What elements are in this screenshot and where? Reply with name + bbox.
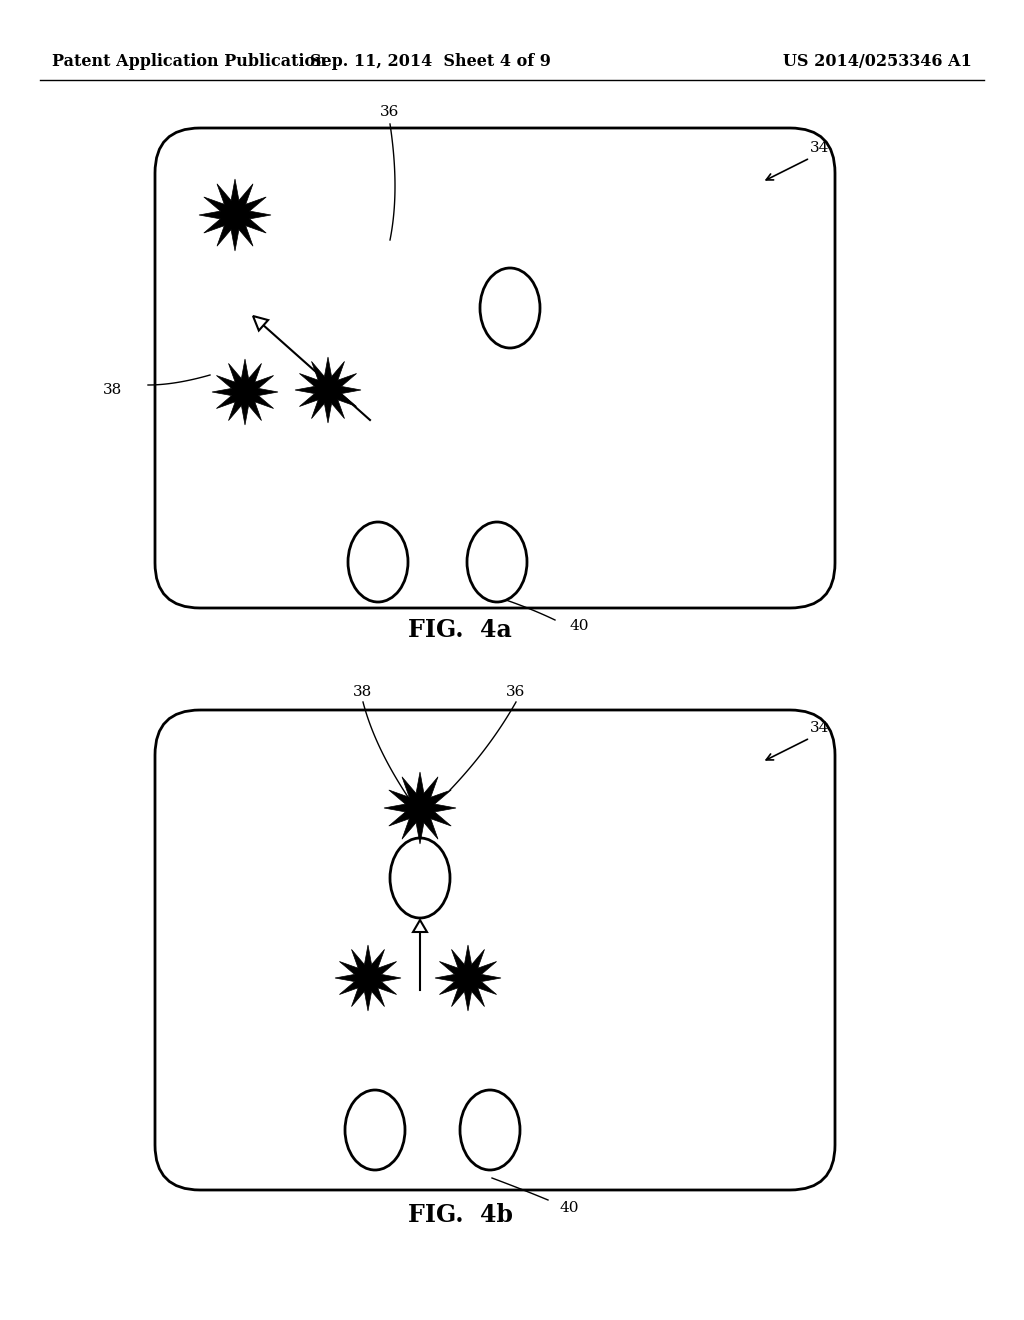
Text: 34: 34 [810,141,829,154]
PathPatch shape [435,945,501,1011]
Text: Sep. 11, 2014  Sheet 4 of 9: Sep. 11, 2014 Sheet 4 of 9 [309,54,551,70]
Text: 36: 36 [380,106,399,119]
Ellipse shape [348,521,408,602]
PathPatch shape [155,710,835,1191]
PathPatch shape [155,128,835,609]
Polygon shape [413,920,427,932]
Text: US 2014/0253346 A1: US 2014/0253346 A1 [783,54,972,70]
Ellipse shape [345,1090,406,1170]
PathPatch shape [335,945,401,1011]
Text: FIG.  4a: FIG. 4a [409,618,512,642]
Ellipse shape [390,838,450,917]
Text: FIG.  4b: FIG. 4b [408,1203,512,1228]
Text: 40: 40 [570,619,590,634]
Text: 40: 40 [560,1201,580,1214]
Ellipse shape [467,521,527,602]
PathPatch shape [212,359,278,425]
PathPatch shape [384,772,456,843]
PathPatch shape [295,356,361,422]
Ellipse shape [460,1090,520,1170]
Text: Patent Application Publication: Patent Application Publication [52,54,327,70]
PathPatch shape [199,180,271,251]
Ellipse shape [480,268,540,348]
Text: 34: 34 [810,721,829,735]
Text: 38: 38 [102,383,122,397]
Text: 38: 38 [353,685,373,700]
Text: 36: 36 [506,685,525,700]
Polygon shape [253,315,268,330]
